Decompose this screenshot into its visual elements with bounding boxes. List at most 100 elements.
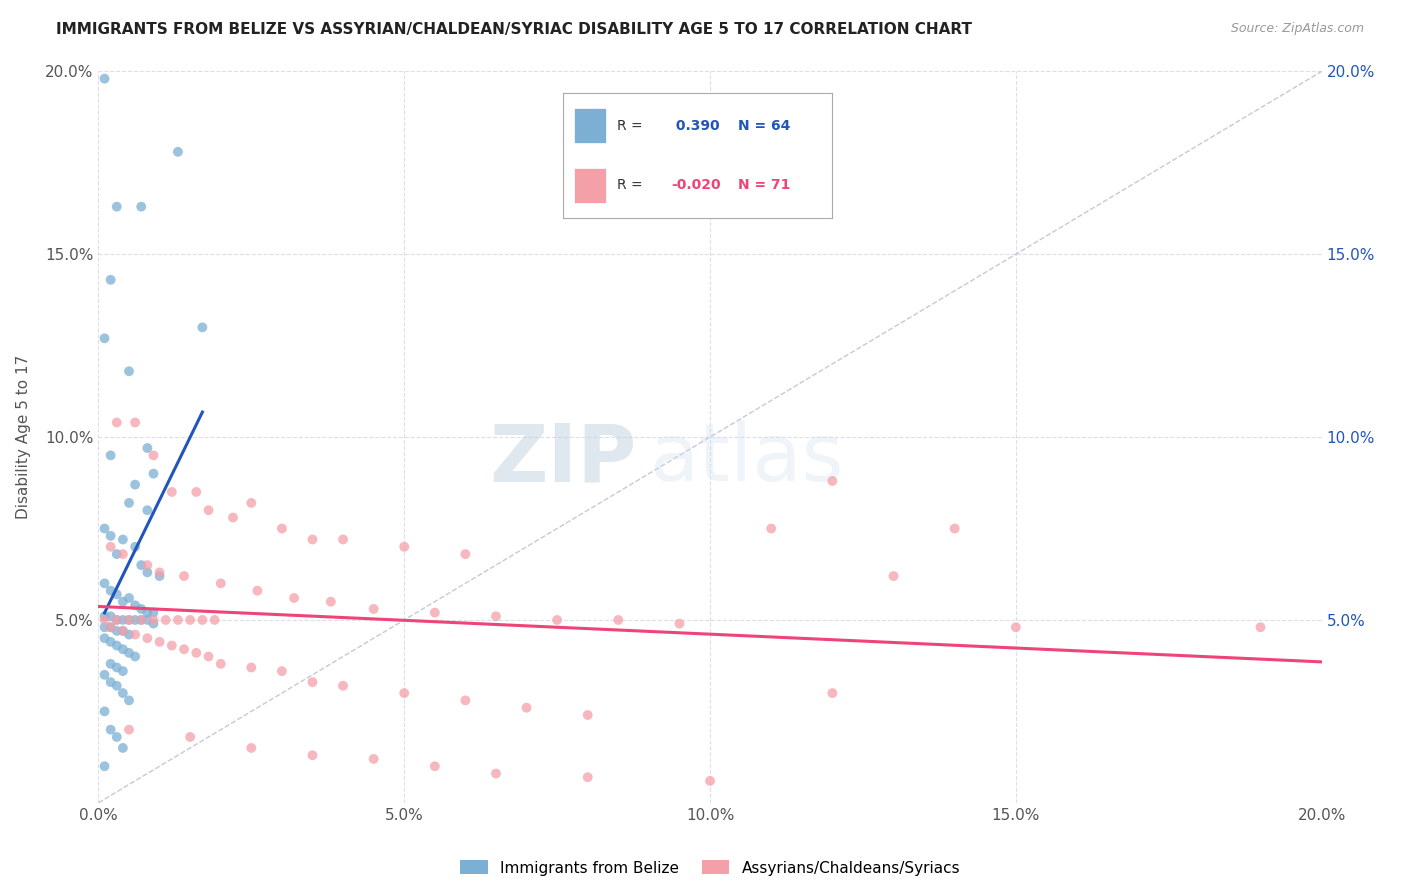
Point: [136, 632, 159, 646]
Point: [118, 693, 141, 707]
Point: [111, 533, 134, 547]
Point: [332, 679, 354, 693]
Point: [270, 521, 292, 535]
Point: [136, 503, 159, 517]
Point: [100, 448, 122, 462]
Point: [111, 686, 134, 700]
Point: [111, 740, 134, 755]
Point: [129, 613, 152, 627]
Point: [197, 503, 219, 517]
Point: [93, 613, 115, 627]
Y-axis label: Disability Age 5 to 17: Disability Age 5 to 17: [17, 355, 31, 519]
Point: [301, 533, 323, 547]
Point: [118, 646, 141, 660]
Text: Source: ZipAtlas.com: Source: ZipAtlas.com: [1230, 22, 1364, 36]
Point: [111, 624, 134, 638]
Point: [124, 599, 146, 613]
Point: [423, 606, 446, 620]
Point: [240, 496, 263, 510]
Point: [167, 145, 190, 159]
Point: [821, 686, 844, 700]
Point: [454, 693, 477, 707]
Point: [105, 416, 128, 430]
Point: [576, 708, 599, 723]
Point: [209, 576, 232, 591]
Point: [607, 613, 630, 627]
Point: [186, 646, 208, 660]
Point: [136, 441, 159, 455]
Point: [118, 496, 141, 510]
Point: [105, 639, 128, 653]
Point: [301, 675, 323, 690]
Point: [124, 649, 146, 664]
Point: [173, 642, 195, 657]
Point: [136, 566, 159, 580]
Point: [155, 613, 177, 627]
Point: [93, 705, 115, 719]
Point: [392, 540, 416, 554]
Point: [129, 200, 152, 214]
Point: [191, 320, 214, 334]
Point: [111, 594, 134, 608]
Point: [93, 759, 115, 773]
Point: [240, 660, 263, 674]
Text: atlas: atlas: [648, 420, 844, 498]
Point: [149, 635, 172, 649]
Point: [759, 521, 782, 535]
Point: [105, 200, 128, 214]
Point: [100, 583, 122, 598]
Point: [301, 748, 323, 763]
Point: [105, 730, 128, 744]
Point: [118, 613, 141, 627]
Point: [173, 569, 195, 583]
Point: [129, 613, 152, 627]
Point: [118, 723, 141, 737]
Legend: Immigrants from Belize, Assyrians/Chaldeans/Syriacs: Immigrants from Belize, Assyrians/Chalde…: [454, 855, 966, 881]
Point: [270, 664, 292, 678]
Point: [129, 558, 152, 573]
Point: [142, 448, 165, 462]
Point: [124, 613, 146, 627]
Point: [105, 587, 128, 601]
Point: [943, 521, 966, 535]
Point: [142, 616, 165, 631]
Point: [179, 730, 201, 744]
Point: [204, 613, 226, 627]
Point: [93, 521, 115, 535]
Point: [423, 759, 446, 773]
Point: [100, 620, 122, 634]
Point: [485, 766, 508, 780]
Point: [124, 540, 146, 554]
Point: [1249, 620, 1271, 634]
Point: [319, 594, 342, 608]
Point: [142, 467, 165, 481]
Point: [246, 583, 269, 598]
Point: [392, 686, 416, 700]
Point: [283, 591, 305, 605]
Point: [222, 510, 245, 524]
Point: [546, 613, 568, 627]
Point: [516, 700, 538, 714]
Point: [129, 602, 152, 616]
Point: [111, 664, 134, 678]
Point: [167, 613, 190, 627]
Point: [100, 657, 122, 671]
Point: [105, 547, 128, 561]
Point: [179, 613, 201, 627]
Point: [209, 657, 232, 671]
Point: [363, 752, 385, 766]
Point: [93, 576, 115, 591]
Text: IMMIGRANTS FROM BELIZE VS ASSYRIAN/CHALDEAN/SYRIAC DISABILITY AGE 5 TO 17 CORREL: IMMIGRANTS FROM BELIZE VS ASSYRIAN/CHALD…: [56, 22, 972, 37]
Point: [105, 679, 128, 693]
Point: [100, 273, 122, 287]
Point: [149, 569, 172, 583]
Point: [136, 606, 159, 620]
Point: [124, 477, 146, 491]
Point: [100, 609, 122, 624]
Point: [186, 485, 208, 500]
Point: [883, 569, 905, 583]
Point: [118, 627, 141, 641]
Point: [454, 547, 477, 561]
Point: [124, 416, 146, 430]
Point: [93, 620, 115, 634]
